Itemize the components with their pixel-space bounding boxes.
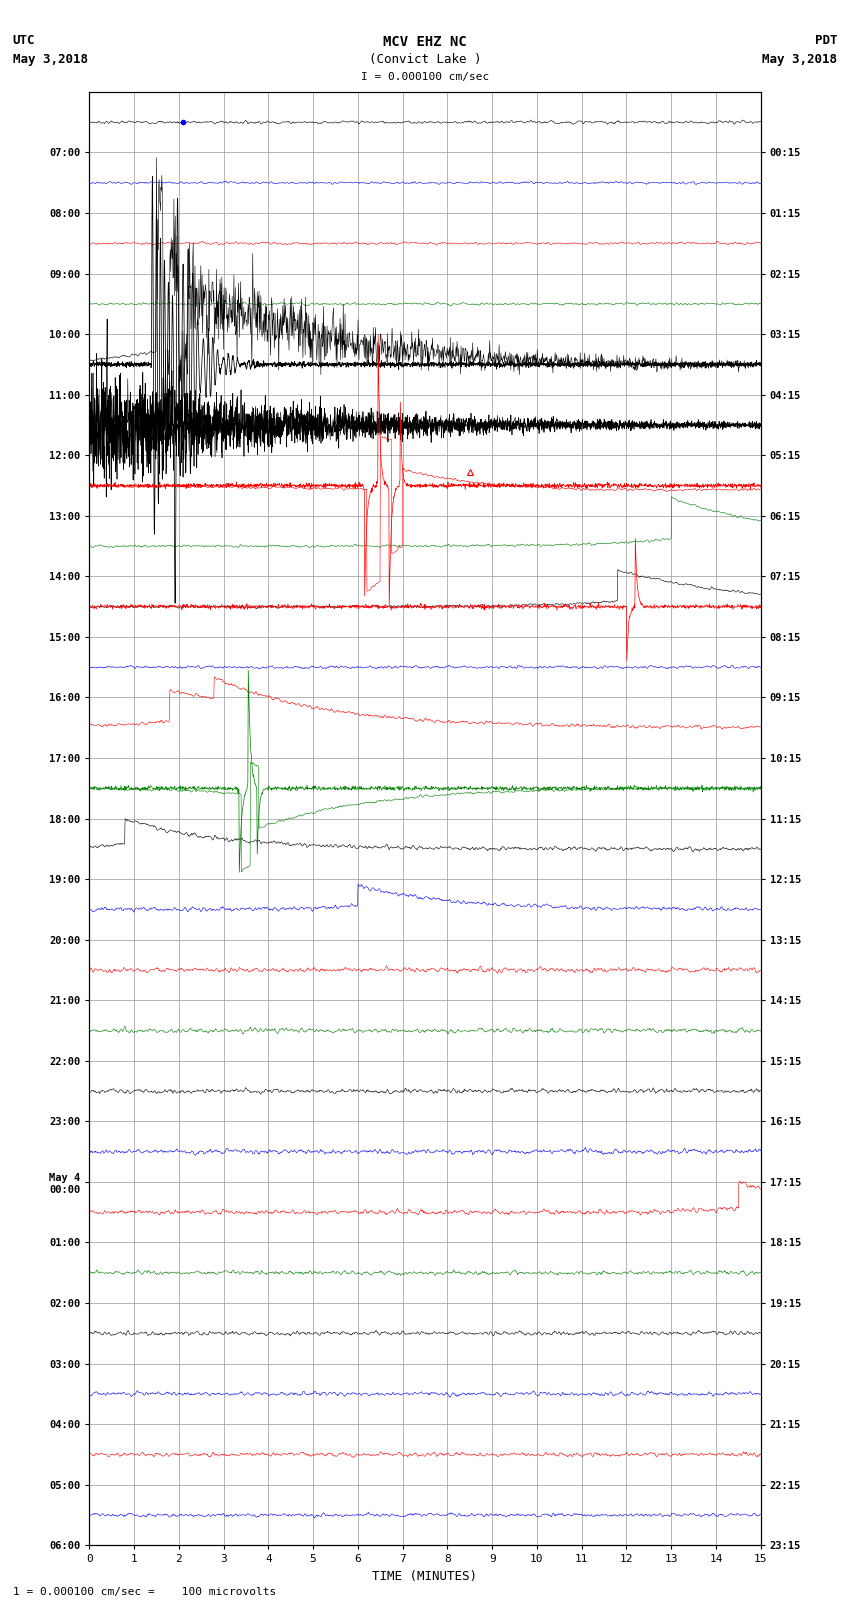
Text: UTC: UTC <box>13 34 35 47</box>
Text: I = 0.000100 cm/sec: I = 0.000100 cm/sec <box>361 73 489 82</box>
Text: May 3,2018: May 3,2018 <box>13 53 88 66</box>
Text: (Convict Lake ): (Convict Lake ) <box>369 53 481 66</box>
Text: May 3,2018: May 3,2018 <box>762 53 837 66</box>
Text: PDT: PDT <box>815 34 837 47</box>
Text: MCV EHZ NC: MCV EHZ NC <box>383 35 467 48</box>
Text: 1 = 0.000100 cm/sec =    100 microvolts: 1 = 0.000100 cm/sec = 100 microvolts <box>13 1587 276 1597</box>
X-axis label: TIME (MINUTES): TIME (MINUTES) <box>372 1569 478 1582</box>
